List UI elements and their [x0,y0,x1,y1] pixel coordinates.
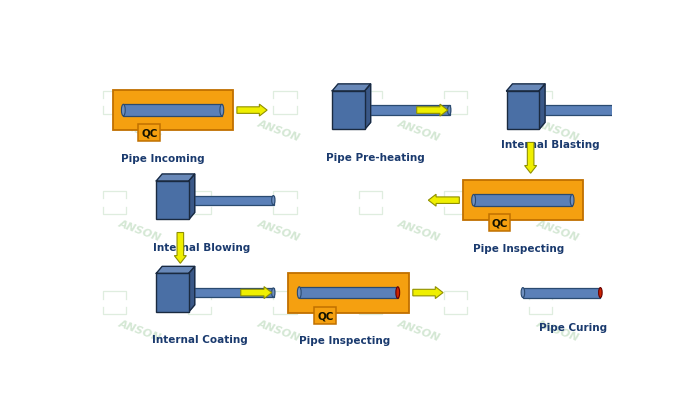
FancyArrow shape [417,105,447,117]
Text: QC: QC [492,218,508,228]
Bar [139,125,160,142]
Bar [156,274,189,312]
Bar [156,181,189,220]
Bar [166,196,274,205]
FancyArrow shape [428,195,459,207]
Ellipse shape [472,195,475,207]
Text: ANSON: ANSON [535,118,581,142]
Polygon shape [364,85,371,130]
Ellipse shape [515,106,519,115]
Text: Pipe Curing: Pipe Curing [539,322,607,332]
FancyArrow shape [241,287,272,299]
Bar [333,92,364,130]
Bar [314,307,336,324]
Ellipse shape [571,195,574,207]
Text: Pipe Inspecting: Pipe Inspecting [473,243,564,253]
Bar [489,215,511,232]
Ellipse shape [297,287,301,298]
Ellipse shape [165,196,169,205]
Bar [288,273,409,313]
Bar [166,288,274,297]
Text: ANSON: ANSON [535,217,581,242]
Text: Internal Blowing: Internal Blowing [154,242,251,252]
Ellipse shape [598,288,602,298]
Bar [463,181,583,221]
Ellipse shape [272,288,275,297]
Ellipse shape [396,287,400,298]
Bar [507,92,539,130]
Bar [516,106,624,115]
Ellipse shape [122,105,125,117]
Text: ANSON: ANSON [256,217,301,242]
FancyArrow shape [237,105,267,117]
Text: ANSON: ANSON [116,118,162,142]
Text: ANSON: ANSON [396,118,441,142]
Text: Pipe Inspecting: Pipe Inspecting [299,335,390,345]
Ellipse shape [622,106,625,115]
Bar [123,105,222,117]
Text: Internal Blasting: Internal Blasting [500,140,599,150]
Text: ANSON: ANSON [535,318,581,342]
Ellipse shape [272,196,275,205]
Ellipse shape [447,106,451,115]
Text: ANSON: ANSON [256,318,301,342]
FancyArrow shape [174,233,186,264]
Text: QC: QC [141,128,158,139]
Text: ANSON: ANSON [116,318,162,342]
Bar [342,106,450,115]
Text: Pipe Incoming: Pipe Incoming [122,154,205,164]
FancyArrow shape [524,143,537,174]
Ellipse shape [220,105,224,117]
Polygon shape [189,175,194,220]
Bar [523,288,600,298]
Bar [112,91,233,131]
Polygon shape [156,175,194,181]
FancyArrow shape [413,287,443,299]
Polygon shape [507,85,545,92]
Text: ANSON: ANSON [116,217,162,242]
Polygon shape [156,267,194,274]
Text: Internal Coating: Internal Coating [152,335,248,344]
Text: ANSON: ANSON [396,318,441,342]
Text: ANSON: ANSON [256,118,301,142]
Bar [299,287,398,298]
Polygon shape [333,85,371,92]
Bar [474,195,572,207]
Polygon shape [189,267,194,312]
Text: ANSON: ANSON [396,217,441,242]
Ellipse shape [521,288,525,298]
Polygon shape [539,85,545,130]
Ellipse shape [165,288,169,297]
Text: QC: QC [317,310,333,320]
Ellipse shape [341,106,344,115]
Text: Pipe Pre-heating: Pipe Pre-heating [326,152,425,162]
